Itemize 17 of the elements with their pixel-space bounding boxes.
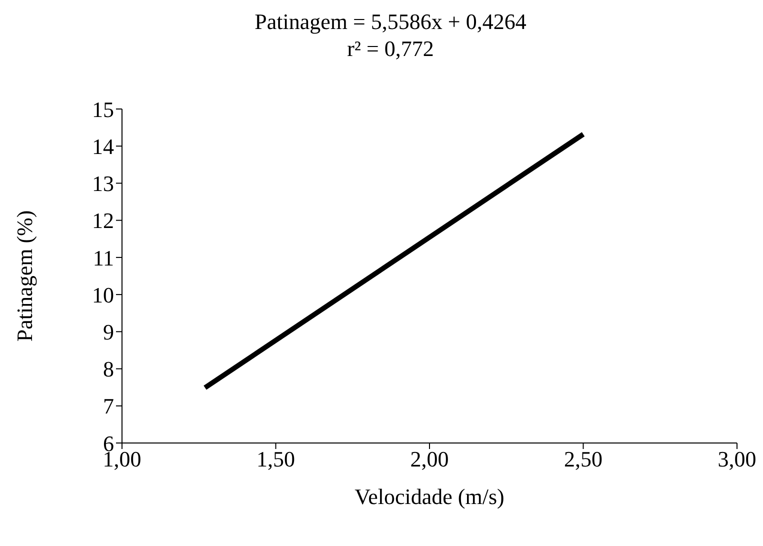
y-tick-label: 14 [92,134,114,159]
chart-subtitle: r² = 0,772 [346,35,435,62]
y-tick-label: 13 [92,171,114,196]
y-tick-label: 10 [92,282,114,308]
chart-title: Patinagem = 5,5586x + 0,4264 [254,8,528,35]
x-tick-label: 2,50 [564,446,602,472]
y-tick-label: 12 [92,208,114,234]
x-axis-title: Velocidade (m/s) [354,484,504,509]
y-tick-label: 9 [103,319,114,344]
x-tick-label: 1,50 [256,446,295,472]
x-tick-label: 3,00 [718,446,756,472]
x-tick-label: 2,00 [410,446,449,472]
y-tick-label: 8 [103,356,114,382]
y-tick-label: 15 [92,96,114,122]
y-axis-title: Patinagem (%) [12,210,37,342]
y-tick-label: 7 [103,394,114,419]
y-tick-label: 11 [92,245,114,270]
